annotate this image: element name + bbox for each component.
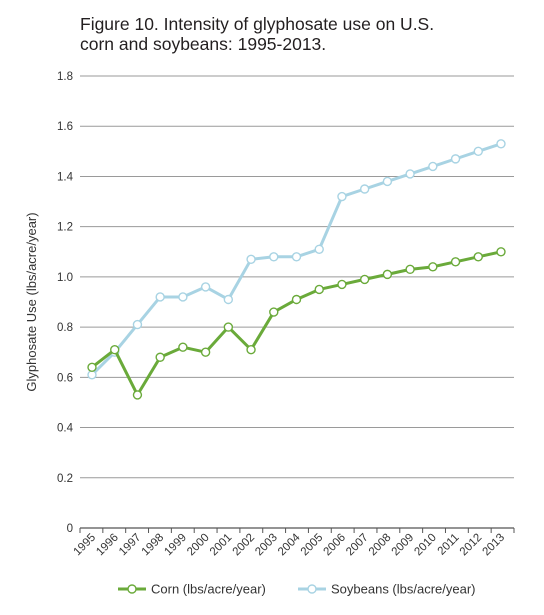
x-tick-label: 2007 xyxy=(344,532,371,559)
x-tick-label: 2009 xyxy=(390,532,417,559)
y-tick-label: 1.6 xyxy=(57,121,73,133)
soybeans-data-point xyxy=(269,252,279,262)
gridlines xyxy=(80,75,514,529)
y-tick-label: 1.0 xyxy=(57,272,73,284)
soybeans-data-point xyxy=(314,244,324,254)
soybeans-data-point xyxy=(87,370,97,380)
x-tick-label: 2012 xyxy=(458,532,485,559)
soybeans-data-point xyxy=(450,154,461,164)
x-tick-label: 2001 xyxy=(208,532,235,559)
x-axis-ticks: 1995199619971998199920002001200220032004… xyxy=(72,528,515,559)
x-tick-label: 2000 xyxy=(185,532,212,559)
soybeans-data-point xyxy=(200,282,211,292)
corn-data-point xyxy=(132,390,143,400)
y-axis-ticks: 0 0.2 0.4 0.6 0.8 1.0 1.2 1.4 1.6 1.8 xyxy=(57,71,74,535)
corn-legend-label: Corn (lbs/acre/year) xyxy=(151,582,266,597)
x-tick-label: 2010 xyxy=(412,532,439,559)
y-axis-label: Glyphosate Use (lbs/acre/year) xyxy=(24,212,39,391)
x-tick-label: 1997 xyxy=(117,532,144,559)
corn-data-point xyxy=(337,279,347,290)
soybeans-data-point xyxy=(337,191,347,202)
x-tick-label: 1996 xyxy=(94,532,121,559)
y-tick-label: 1.4 xyxy=(57,171,74,183)
series-layer xyxy=(87,139,506,400)
y-tick-label: 1.2 xyxy=(57,222,73,234)
corn-data-point xyxy=(87,362,97,372)
soybeans-data-point xyxy=(132,319,143,330)
corn-data-point xyxy=(473,252,483,262)
x-tick-label: 1998 xyxy=(140,532,167,559)
soybeans-data-point xyxy=(496,139,506,149)
x-tick-label: 2004 xyxy=(276,531,303,558)
corn-data-point xyxy=(178,342,188,352)
corn-data-point xyxy=(382,269,393,280)
x-tick-label: 2011 xyxy=(436,532,462,558)
x-tick-label: 2003 xyxy=(253,532,280,559)
corn-data-point xyxy=(200,347,211,357)
x-tick-label: 1999 xyxy=(162,532,189,559)
corn-data-point xyxy=(314,284,324,295)
soybeans-data-point xyxy=(428,161,438,172)
soybeans-data-point xyxy=(178,292,188,302)
chart-title-line-2: corn and soybeans: 1995-2013. xyxy=(80,34,327,54)
corn-data-point xyxy=(155,352,165,362)
soybeans-data-point xyxy=(382,176,393,187)
soybeans-data-point xyxy=(359,184,370,194)
corn-data-point xyxy=(450,257,461,267)
soybeans-legend-label: Soybeans (lbs/acre/year) xyxy=(331,582,476,597)
y-tick-label: 0 xyxy=(67,523,73,535)
corn-data-point xyxy=(246,345,256,355)
legend: Corn (lbs/acre/year) Soybeans (lbs/acre/y… xyxy=(118,582,476,597)
x-tick-label: 2006 xyxy=(321,532,348,559)
x-tick-label: 2005 xyxy=(299,532,326,559)
x-tick-label: 2002 xyxy=(231,532,258,559)
corn-legend-marker xyxy=(127,584,137,594)
corn-data-point xyxy=(269,307,279,317)
corn-data-point xyxy=(223,322,234,332)
soybeans-data-point xyxy=(155,292,165,302)
chart-title: Figure 10. Intensity of glyphosate use o… xyxy=(80,14,520,54)
x-tick-label: 2008 xyxy=(367,532,394,559)
soybeans-data-point xyxy=(473,146,483,157)
y-tick-label: 1.8 xyxy=(57,71,73,83)
soybeans-data-point xyxy=(223,294,234,305)
y-tick-label: 0.8 xyxy=(57,322,73,334)
corn-data-point xyxy=(496,247,506,257)
soybeans-data-point xyxy=(246,254,256,265)
soybeans-data-point xyxy=(405,169,415,179)
y-tick-label: 0.4 xyxy=(57,423,74,435)
x-tick-label: 2013 xyxy=(481,532,508,559)
corn-data-point xyxy=(110,345,120,355)
corn-data-point xyxy=(359,274,370,285)
corn-data-point xyxy=(428,262,438,272)
corn-data-point xyxy=(405,264,415,275)
corn-series-line xyxy=(90,250,503,397)
soybeans-legend-marker xyxy=(307,584,317,594)
soybeans-data-point xyxy=(291,252,302,262)
y-tick-label: 0.6 xyxy=(57,372,73,384)
y-tick-label: 0.2 xyxy=(57,473,73,485)
corn-data-point xyxy=(291,294,302,305)
chart-title-line-1: Figure 10. Intensity of glyphosate use o… xyxy=(80,14,435,34)
x-tick-label: 1995 xyxy=(72,532,99,559)
